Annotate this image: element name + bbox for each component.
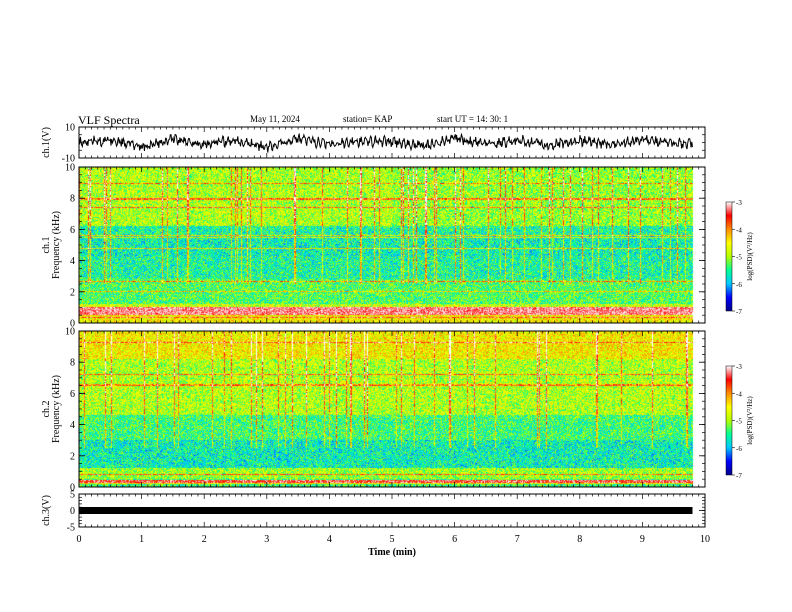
- ch2-spectrogram-heatmap: [79, 331, 705, 487]
- y-tick-label: 4: [70, 420, 75, 431]
- colorbar-tick-label: -7: [736, 308, 742, 316]
- y-tick-label: 10: [65, 123, 75, 134]
- x-tick-label: 9: [640, 534, 645, 545]
- x-tick-label: 10: [700, 534, 710, 545]
- colorbar-tick-label: -3: [736, 363, 742, 371]
- x-tick-label: 4: [327, 534, 332, 545]
- y-tick-label: 8: [70, 358, 75, 369]
- x-tick-label: 1: [139, 534, 144, 545]
- y-tick-label: 0: [70, 319, 75, 330]
- y-tick-label: 8: [70, 194, 75, 205]
- ch3-ylabel: ch.3(V): [41, 495, 52, 526]
- y-tick-label: 10: [65, 327, 75, 338]
- x-tick-label: 7: [515, 534, 520, 545]
- x-tick-label: 3: [264, 534, 269, 545]
- x-tick-label: 8: [577, 534, 582, 545]
- y-tick-label: 0: [70, 483, 75, 494]
- ch1-waveform-line: [78, 132, 693, 153]
- y-tick-label: 10: [65, 163, 75, 174]
- colorbar-tick-label: -4: [736, 390, 742, 398]
- start-ut-label: start UT = 14: 30: 1: [437, 114, 509, 124]
- colorbar-label: log(PSD)(V²/Hz): [746, 232, 754, 281]
- date-label: May 11, 2024: [250, 114, 300, 124]
- colorbar-tick-label: -6: [736, 445, 742, 453]
- ch1-waveform-ylabel: ch.1(V): [41, 127, 52, 158]
- x-tick-label: 5: [390, 534, 395, 545]
- ch2-colorbar: [725, 365, 733, 476]
- ch1-colorbar: [725, 201, 733, 312]
- ch3-signal-band: [79, 507, 693, 514]
- y-tick-label: 2: [70, 287, 75, 298]
- x-tick-label: 2: [202, 534, 207, 545]
- colorbar-tick-label: -3: [736, 199, 742, 207]
- colorbar-label: log(PSD)(V²/Hz): [746, 396, 754, 445]
- ch1-spectrogram-ylabel: ch.1: [41, 237, 52, 254]
- x-axis-label: Time (min): [368, 547, 416, 558]
- y-tick-label: 6: [70, 389, 75, 400]
- colorbar-tick-label: -5: [736, 418, 742, 426]
- ch1-spectrogram-heatmap: [79, 167, 705, 323]
- ch1-spectrogram-ylabel: Frequency (kHz): [51, 211, 62, 279]
- y-tick-label: -5: [67, 523, 75, 534]
- station-label: station= KAP: [343, 114, 393, 124]
- colorbar-tick-label: -5: [736, 254, 742, 262]
- chart-title: VLF Spectra: [78, 113, 140, 127]
- y-tick-label: 2: [70, 451, 75, 462]
- y-tick-label: 5: [70, 490, 75, 501]
- ch2-spectrogram-ylabel: Frequency (kHz): [51, 375, 62, 443]
- x-tick-label: 0: [77, 534, 82, 545]
- colorbar-tick-label: -7: [736, 472, 742, 480]
- x-tick-label: 6: [452, 534, 457, 545]
- y-tick-label: 4: [70, 256, 75, 267]
- colorbar-tick-label: -6: [736, 281, 742, 289]
- y-tick-label: -10: [62, 154, 75, 165]
- y-tick-label: 0: [70, 506, 75, 517]
- colorbar-tick-label: -4: [736, 226, 742, 234]
- y-tick-label: 6: [70, 225, 75, 236]
- ch2-spectrogram-ylabel: ch.2: [41, 401, 52, 418]
